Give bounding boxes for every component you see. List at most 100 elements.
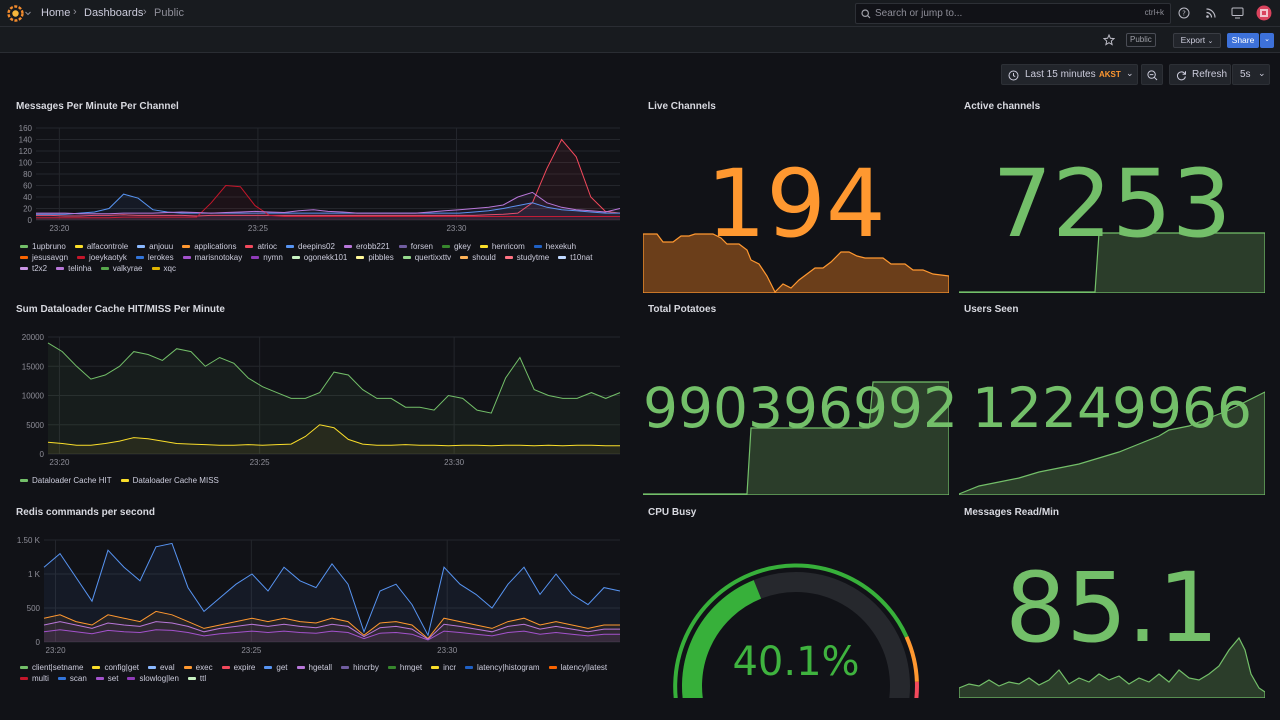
live-channels-sparkline <box>643 233 949 293</box>
legend-item[interactable]: erobb221 <box>343 242 390 251</box>
kiosk-mode-icon[interactable] <box>1231 7 1244 19</box>
panel-title-cpu-busy[interactable]: CPU Busy <box>648 507 697 518</box>
y-tick-label: 500 <box>27 604 41 613</box>
legend-item[interactable]: expire <box>221 663 255 672</box>
share-button[interactable]: Share <box>1227 33 1259 48</box>
legend-label: gkey <box>453 242 471 251</box>
legend-label: quertixxttv <box>414 253 452 262</box>
refresh-interval-select[interactable]: 5s ⌄ <box>1232 64 1270 85</box>
panel-title-messages-per-minute[interactable]: Messages Per Minute Per Channel <box>16 101 179 112</box>
legend-item[interactable]: t2x2 <box>20 264 47 273</box>
legend-item[interactable]: client|setname <box>20 663 83 672</box>
legend-item[interactable]: studytme <box>504 253 549 262</box>
legend-item[interactable]: valkyrae <box>100 264 143 273</box>
legend-item[interactable]: should <box>460 253 496 262</box>
legend-item[interactable]: exec <box>183 663 213 672</box>
legend-swatch <box>147 666 156 669</box>
panel-title-messages-read[interactable]: Messages Read/Min <box>964 507 1060 518</box>
legend-item[interactable]: ttl <box>187 674 206 683</box>
time-range-picker[interactable]: Last 15 minutes AKST ⌄ <box>1001 64 1138 85</box>
legend-item[interactable]: pibbles <box>356 253 394 262</box>
legend-swatch <box>20 677 28 680</box>
legend-item[interactable]: latency|histogram <box>465 663 540 672</box>
legend-item[interactable]: telinha <box>56 264 92 273</box>
legend-item[interactable]: lerokes <box>135 253 174 262</box>
legend-item[interactable]: applications <box>182 242 236 251</box>
users-seen-sparkline <box>959 391 1265 495</box>
legend-label: slowlog|len <box>139 674 179 683</box>
dashboard-toolbar: Public Export ⌄ Share ⌄ <box>0 27 1280 53</box>
legend-swatch <box>20 256 28 259</box>
breadcrumb-dashboards[interactable]: Dashboards <box>84 7 144 19</box>
legend-swatch <box>20 479 28 482</box>
legend-label: Dataloader Cache MISS <box>132 476 219 485</box>
chevron-down-icon[interactable] <box>25 11 31 16</box>
legend-item[interactable]: ogonekk101 <box>291 253 348 262</box>
legend-item[interactable]: slowlog|len <box>127 674 179 683</box>
legend-label: nymn <box>263 253 283 262</box>
messages-per-minute-chart[interactable]: 0 20 40 60 80 100 120 140 160 23:20 23:25 23:30 <box>10 120 630 240</box>
legend-item[interactable]: marisnotokay <box>182 253 242 262</box>
legend-item[interactable]: 1upbruno <box>20 242 66 251</box>
legend-item[interactable]: get <box>264 663 288 672</box>
y-tick-label: 160 <box>19 124 33 133</box>
legend-item[interactable]: alfacontrole <box>74 242 128 251</box>
panel-title-dataloader[interactable]: Sum Dataloader Cache HIT/MISS Per Minute <box>16 304 225 315</box>
legend-item[interactable]: t10nat <box>558 253 592 262</box>
legend-item[interactable]: hmget <box>387 663 422 672</box>
x-tick-label: 23:20 <box>49 458 70 467</box>
legend-item[interactable]: atrioc <box>245 242 277 251</box>
panel-title-redis[interactable]: Redis commands per second <box>16 507 155 518</box>
legend-item[interactable]: anjouu <box>137 242 173 251</box>
user-avatar-icon[interactable] <box>1256 5 1272 21</box>
panel-title-total-potatoes[interactable]: Total Potatoes <box>648 304 717 315</box>
dataloader-chart[interactable]: 0 5000 10000 15000 20000 23:20 23:25 23:30 <box>10 328 630 472</box>
legend-item[interactable]: eval <box>147 663 175 672</box>
redis-chart[interactable]: 0 500 1 K 1.50 K 23:20 23:25 23:30 <box>10 532 630 660</box>
panel-title-live-channels[interactable]: Live Channels <box>648 101 716 112</box>
search-shortcut: ctrl+k <box>1144 8 1164 17</box>
legend-swatch <box>135 256 144 259</box>
legend-item[interactable]: joeykaotyk <box>77 253 127 262</box>
legend-item[interactable]: multi <box>20 674 49 683</box>
legend-item[interactable]: latency|latest <box>548 663 607 672</box>
legend-item[interactable]: set <box>95 674 118 683</box>
series-area <box>36 139 620 220</box>
legend-item[interactable]: hincrby <box>341 663 379 672</box>
legend-label: hexekuh <box>545 242 577 251</box>
time-range-label: Last 15 minutes <box>1025 69 1096 80</box>
breadcrumb-home[interactable]: Home <box>41 7 71 19</box>
panel-title-users-seen[interactable]: Users Seen <box>964 304 1019 315</box>
legend-item[interactable]: gkey <box>441 242 471 251</box>
legend-item[interactable]: Dataloader Cache MISS <box>120 476 219 485</box>
search-input[interactable]: Search or jump to... ctrl+k <box>855 3 1171 24</box>
legend-item[interactable]: incr <box>431 663 456 672</box>
legend-item[interactable]: hexekuh <box>533 242 577 251</box>
export-button[interactable]: Export ⌄ <box>1173 33 1221 48</box>
grafana-logo-icon[interactable] <box>7 5 24 22</box>
legend-label: ogonekk101 <box>303 253 348 262</box>
help-icon[interactable]: ? <box>1178 7 1190 19</box>
star-icon[interactable] <box>1103 34 1115 46</box>
legend-item[interactable]: scan <box>57 674 87 683</box>
legend-item[interactable]: Dataloader Cache HIT <box>20 476 112 485</box>
legend-item[interactable]: henricom <box>479 242 525 251</box>
rss-news-icon[interactable] <box>1205 7 1217 19</box>
legend-item[interactable]: xqc <box>151 264 176 273</box>
legend-swatch <box>460 256 469 259</box>
share-menu-chevron-icon[interactable]: ⌄ <box>1260 33 1274 48</box>
legend-item[interactable]: nymn <box>251 253 283 262</box>
legend-item[interactable]: deepins02 <box>286 242 335 251</box>
users-seen-value: 12249966 <box>972 376 1252 440</box>
refresh-label: Refresh <box>1192 69 1228 80</box>
legend-item[interactable]: forsen <box>398 242 433 251</box>
zoom-out-button[interactable] <box>1141 64 1163 85</box>
legend-item[interactable]: config|get <box>92 663 139 672</box>
legend-swatch <box>479 245 488 248</box>
legend-item[interactable]: jesusavgn <box>20 253 68 262</box>
refresh-button[interactable]: Refresh <box>1169 64 1231 85</box>
legend-item[interactable]: quertixxttv <box>402 253 452 262</box>
legend-swatch <box>95 677 104 680</box>
legend-item[interactable]: hgetall <box>296 663 332 672</box>
panel-title-active-channels[interactable]: Active channels <box>964 101 1041 112</box>
